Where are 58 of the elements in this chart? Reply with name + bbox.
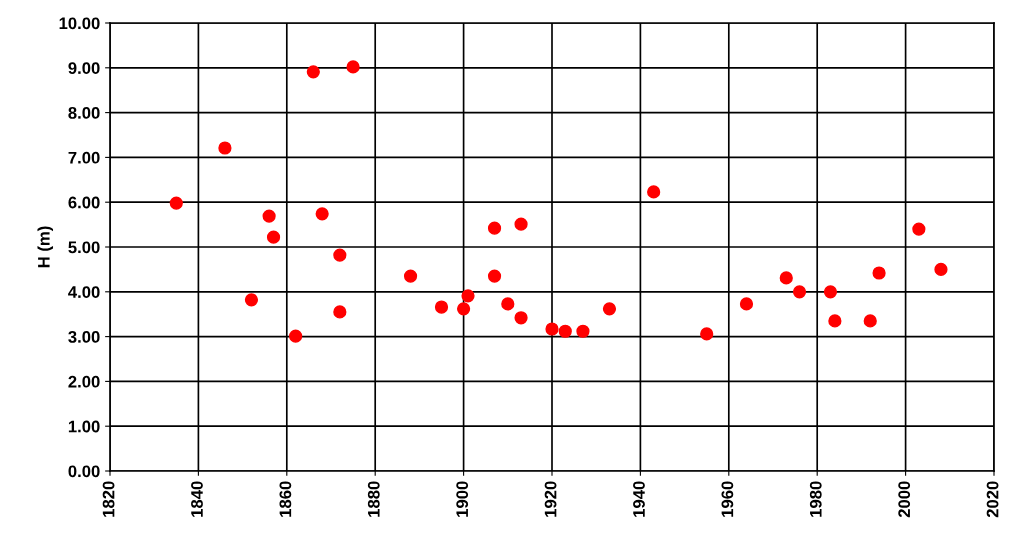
- y-tick-label: 8.00: [68, 107, 100, 119]
- point: [218, 141, 232, 155]
- y-tick-label: 10.00: [59, 17, 100, 30]
- x-tick-label: 1860: [279, 481, 292, 517]
- point: [289, 329, 303, 343]
- y-tick-label: 5.00: [68, 241, 100, 254]
- point: [863, 314, 877, 328]
- x-tick-label: 2020: [986, 481, 999, 518]
- point: [262, 209, 276, 223]
- point: [934, 262, 948, 276]
- point: [333, 305, 347, 319]
- y-tick-label: 1.00: [68, 420, 100, 433]
- y-axis-title: H (m): [37, 226, 54, 268]
- point: [434, 300, 449, 314]
- point: [306, 65, 320, 79]
- point: [576, 324, 590, 338]
- point: [792, 285, 807, 299]
- y-tick-label: 2.00: [68, 375, 100, 388]
- x-tick-label: 1980: [809, 481, 822, 517]
- point: [558, 324, 572, 338]
- point: [346, 60, 360, 74]
- point: [403, 269, 418, 283]
- x-tick-label: 1900: [456, 481, 469, 517]
- point: [739, 297, 754, 311]
- y-tick-label: 9.00: [68, 62, 100, 74]
- point: [823, 285, 838, 299]
- point: [700, 327, 714, 341]
- x-tick-label: 1960: [721, 481, 734, 517]
- y-tick-label: 4.00: [68, 286, 100, 298]
- point: [828, 314, 842, 328]
- point: [779, 271, 793, 285]
- point: [602, 302, 617, 316]
- point: [487, 221, 502, 235]
- x-tick-label: 1820: [102, 481, 115, 517]
- point: [333, 248, 347, 262]
- point: [315, 207, 329, 221]
- x-tick-label: 1880: [367, 481, 380, 517]
- point: [647, 185, 661, 199]
- y-tick-label: 0.00: [68, 465, 100, 478]
- point: [872, 266, 886, 280]
- x-tick-label: 1920: [544, 481, 557, 517]
- x-tick-label: 1840: [191, 481, 203, 517]
- x-tick-label: 2000: [898, 481, 911, 518]
- point: [169, 196, 183, 210]
- point: [244, 293, 259, 307]
- y-tick-label: 3.00: [68, 331, 100, 343]
- point: [501, 297, 515, 311]
- point: [266, 230, 281, 244]
- point: [514, 217, 528, 231]
- point: [457, 302, 471, 316]
- x-tick-label: 1940: [633, 481, 645, 517]
- point: [487, 269, 502, 283]
- y-tick-label: 6.00: [68, 196, 100, 209]
- y-tick-label: 7.00: [68, 151, 100, 164]
- point: [912, 222, 926, 236]
- point: [461, 289, 475, 303]
- point: [545, 322, 559, 336]
- point: [514, 311, 528, 325]
